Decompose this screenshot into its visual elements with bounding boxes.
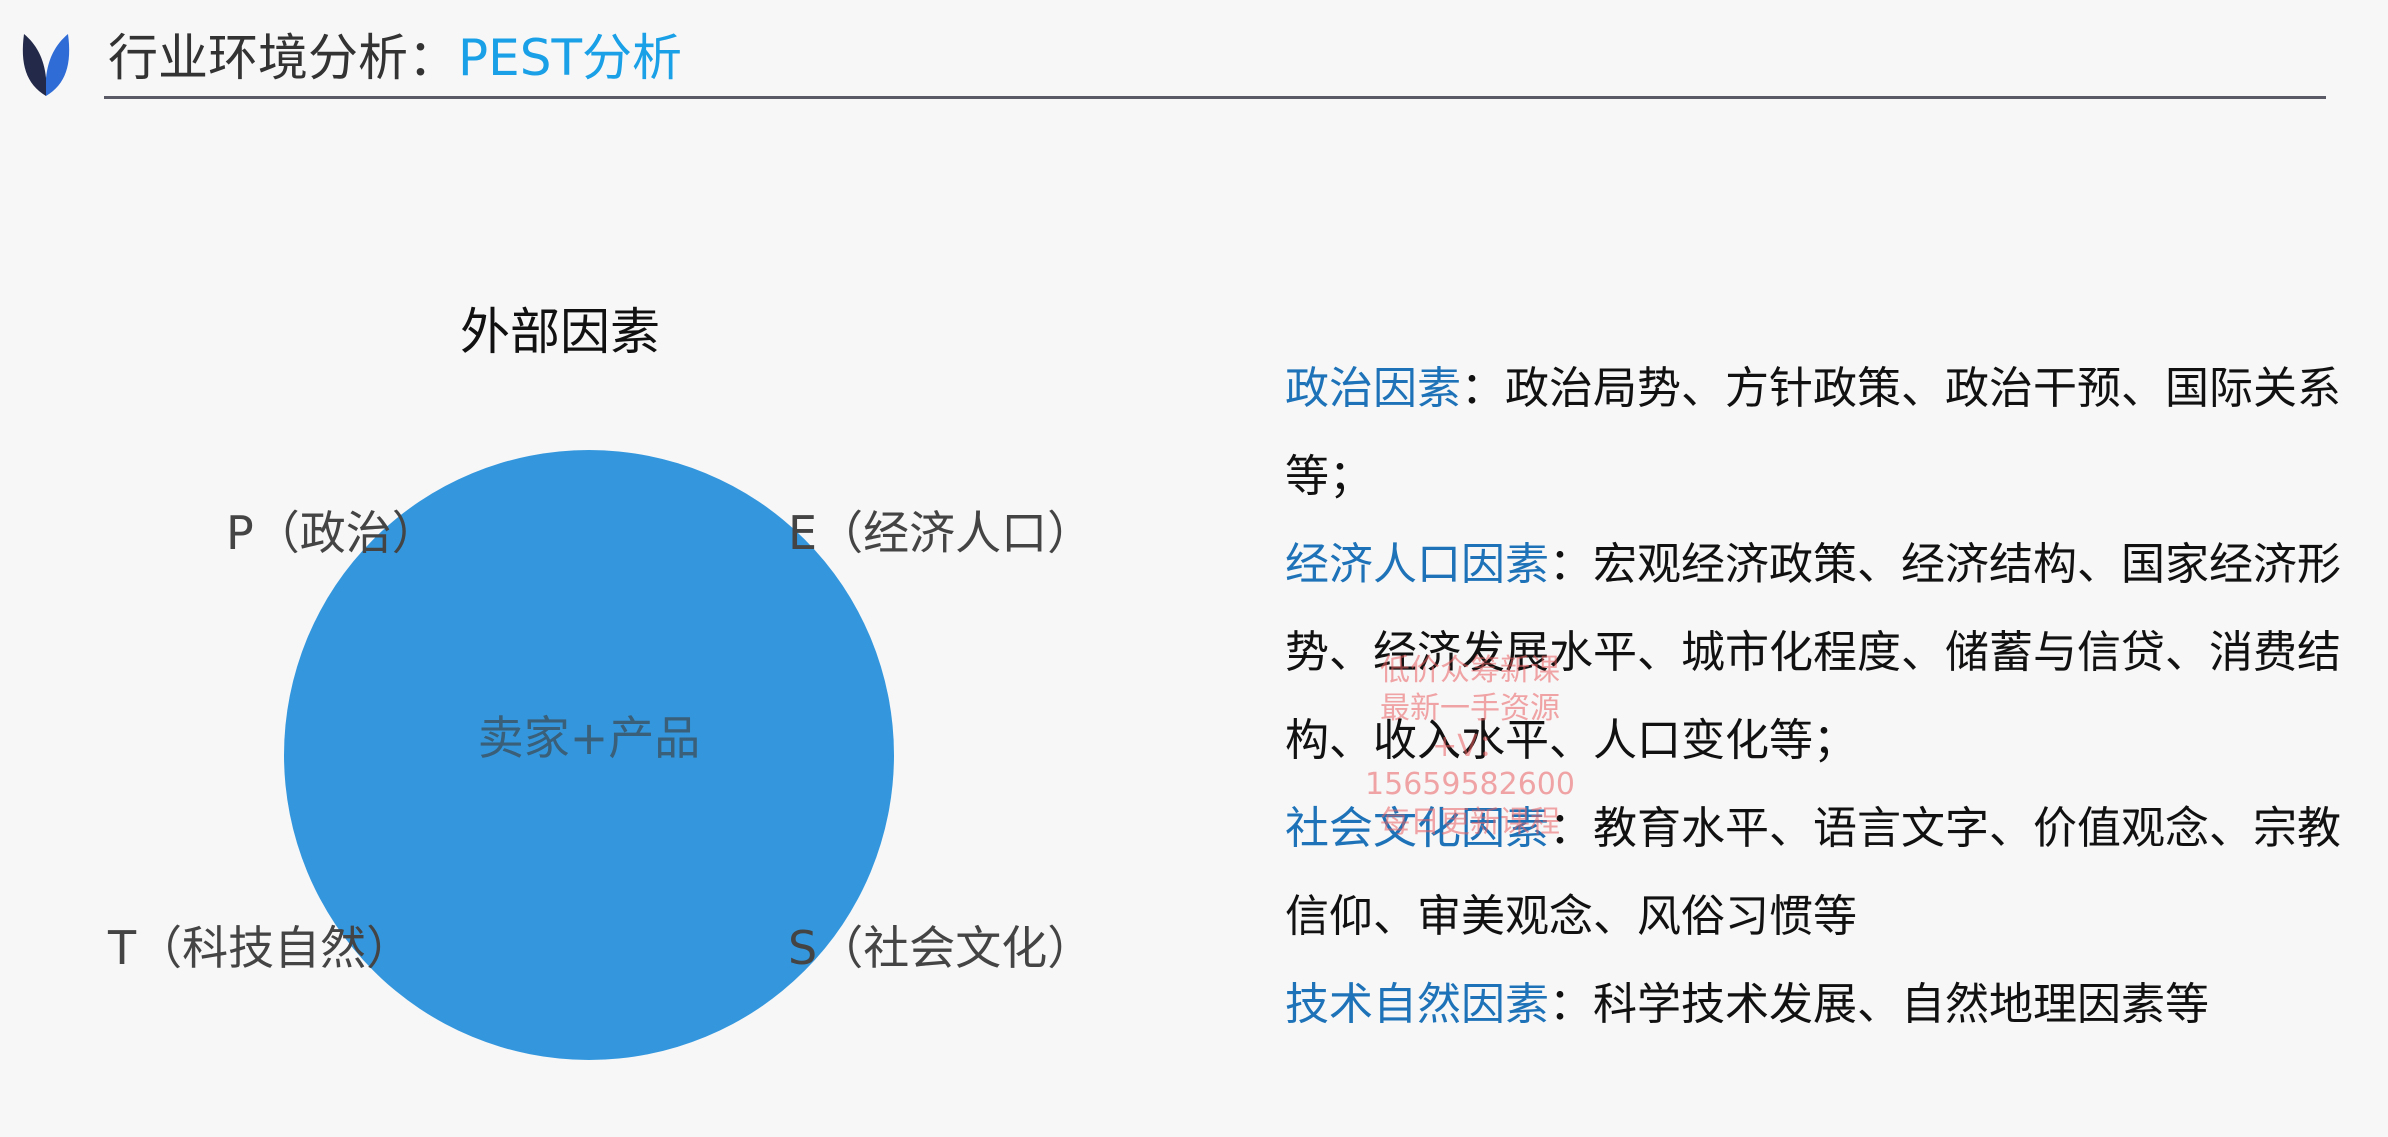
factor-separator: ： xyxy=(1549,539,1593,590)
factor-heading: 政治因素 xyxy=(1285,363,1461,414)
factor-body: 宏观经济政策、经济结构、国家经济形势、经济发展水平、城市化程度、储蓄与信贷、消费… xyxy=(1285,539,2341,766)
factor-separator: ： xyxy=(1549,803,1593,854)
center-circle xyxy=(284,450,894,1060)
factor-separator: ： xyxy=(1461,363,1505,414)
factor-heading: 社会文化因素 xyxy=(1285,803,1549,854)
watermark-line: 每日更新课程 xyxy=(1380,805,1560,840)
factor-label-economic: E（经济人口） xyxy=(788,506,1094,560)
factor-body: 教育水平、语言文字、价值观念、宗教信仰、审美观念、风俗习惯等 xyxy=(1285,803,2341,942)
factor-heading: 经济人口因素 xyxy=(1285,539,1549,590)
factor-body: 科学技术发展、自然地理因素等 xyxy=(1593,979,2209,1030)
factor-label-political: P（政治） xyxy=(226,506,438,560)
factor-description-technology: 技术自然因素：科学技术发展、自然地理因素等 xyxy=(1285,961,2345,1049)
factor-descriptions: 政治因素：政治局势、方针政策、政治干预、国际关系等； 经济人口因素：宏观经济政策… xyxy=(1285,345,2345,1049)
page-title: 行业环境分析：PEST分析 xyxy=(108,26,682,90)
factor-label-social: S（社会文化） xyxy=(788,921,1094,975)
factor-body: 政治局势、方针政策、政治干预、国际关系等； xyxy=(1285,363,2341,502)
page-title-accent: PEST分析 xyxy=(458,29,683,87)
page-title-main: 行业环境分析： xyxy=(108,29,458,87)
watermark-line: 最新一手资源 xyxy=(1380,691,1560,726)
factor-heading: 技术自然因素 xyxy=(1285,979,1549,1030)
external-factors-label: 外部因素 xyxy=(460,303,660,361)
factor-description-political: 政治因素：政治局势、方针政策、政治干预、国际关系等； xyxy=(1285,345,2345,521)
factor-description-economic: 经济人口因素：宏观经济政策、经济结构、国家经济形势、经济发展水平、城市化程度、储… xyxy=(1285,521,2345,785)
watermark: 低价众筹新课 最新一手资源 +V：15659582600 每日更新课程 xyxy=(1340,652,1600,842)
factor-description-social: 社会文化因素：教育水平、语言文字、价值观念、宗教信仰、审美观念、风俗习惯等 xyxy=(1285,785,2345,961)
center-label: 卖家+产品 xyxy=(477,711,701,765)
factor-separator: ： xyxy=(1549,979,1593,1030)
factor-label-technology: T（科技自然） xyxy=(108,921,413,975)
title-divider xyxy=(104,96,2326,99)
watermark-line: +V：15659582600 xyxy=(1365,729,1575,802)
watermark-line: 低价众筹新课 xyxy=(1380,653,1560,688)
leaf-logo-icon xyxy=(22,34,70,96)
